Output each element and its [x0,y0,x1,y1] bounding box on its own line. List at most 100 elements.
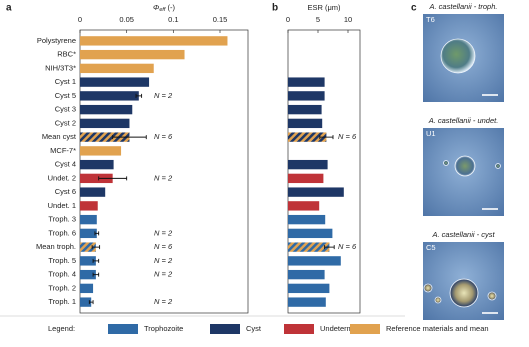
bar [288,269,325,280]
error-bar [91,245,101,250]
legend-swatch [284,324,314,334]
category-label: Cyst 5 [55,91,76,100]
bar [80,201,98,211]
bar [288,159,328,170]
x-tick-label: 0 [78,15,82,24]
x-tick-label: 0.1 [168,15,178,24]
legend-label: Undetermined [320,324,367,333]
category-label: Troph. 3 [48,215,76,224]
legend-label: Trophozoite [144,324,183,333]
category-label: Cyst 6 [55,187,76,196]
bar [288,214,326,225]
image-code: T6 [426,15,435,24]
category-label: RBC* [57,50,76,59]
plot-frame [79,29,249,314]
image-code: C5 [426,243,436,252]
error-bar [112,135,147,140]
category-label: Troph. 6 [48,228,76,237]
category-label: Cyst 3 [55,105,76,114]
legend-title: Legend: [48,324,75,333]
bar [288,187,344,197]
bar [80,77,150,87]
n-label: N = 2 [154,270,173,279]
image-title: A. castellanii - troph. [429,2,498,11]
category-label: Undet. 1 [48,201,76,210]
axis-subscript: eff [159,7,166,13]
image-title: A. castellanii - undet. [428,116,499,125]
cell [454,155,476,177]
n-label: N = 2 [154,173,173,182]
bar [288,283,330,294]
n-label: N = 2 [154,256,173,265]
n-label: N = 6 [338,132,357,141]
category-label: MCF-7* [50,146,76,155]
axis-unit: (-) [167,3,175,12]
category-label: Undet. 2 [48,173,76,182]
bar [288,201,320,211]
x-axis-label: ESR (μm) [307,3,341,12]
bar [80,173,113,184]
cell [440,38,476,74]
category-label: Troph. 2 [48,283,76,292]
bar [80,132,130,142]
n-label: N = 2 [154,297,173,306]
legend-swatch [350,324,380,334]
bar [288,297,326,307]
bar [80,49,185,60]
x-axis-label: Φeff (-) [153,3,175,13]
n-label: N = 6 [338,242,357,251]
x-tick-label: 5 [316,15,320,24]
cell [434,296,442,304]
category-label: Polystyrene [37,36,76,45]
error-bar [88,300,94,305]
legend-label: Cyst [246,324,262,333]
cell [423,283,433,293]
bar [80,242,96,252]
legend-swatch [108,324,138,334]
bar [80,159,114,170]
image-title: A. castellanii - cyst [431,230,495,239]
bar [80,118,130,129]
x-tick-label: 10 [344,15,352,24]
x-tick-label: 0.05 [119,15,134,24]
category-label: Mean troph. [36,242,76,251]
plot-frame [287,29,361,314]
n-label: N = 6 [154,242,173,251]
n-label: N = 2 [154,91,173,100]
bar [80,91,139,101]
panel-letter: a [6,3,12,14]
error-bar [135,93,143,98]
error-bar [92,272,100,277]
category-label: Mean cyst [42,132,77,141]
error-bar [98,176,128,181]
x-tick-label: 0 [286,15,290,24]
bar [288,132,327,142]
bar [288,77,325,87]
error-bar [324,245,335,250]
bar [80,228,97,239]
panel-letter: b [272,3,278,14]
bar [288,91,325,101]
cell [495,163,501,169]
bar [288,118,323,129]
cell [449,278,479,308]
category-label: Cyst 1 [55,77,76,86]
image-code: U1 [426,129,436,138]
bar [80,146,122,156]
bar [80,214,97,225]
category-label: Cyst 2 [55,118,76,127]
bar [80,36,228,46]
n-label: N = 2 [154,228,173,237]
bar [80,63,154,74]
error-bar [92,258,100,263]
category-label: Troph. 1 [48,297,76,306]
bar [80,187,106,197]
bar [288,104,322,115]
legend-label: Reference materials and mean [386,324,489,333]
category-label: Troph. 5 [48,256,76,265]
bar [288,173,324,184]
cell [487,291,497,301]
bar [80,256,96,266]
